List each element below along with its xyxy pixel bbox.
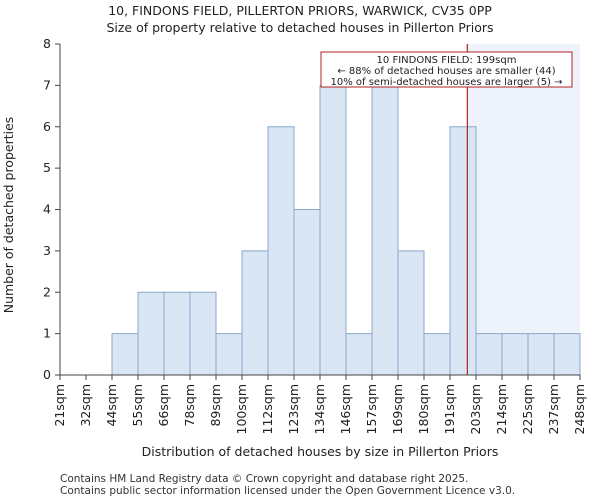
x-tick-label-146sqm: 146sqm (338, 384, 353, 434)
bar-66sqm (163, 291, 191, 376)
bar-78sqm (189, 291, 217, 376)
x-tick-label-66sqm: 66sqm (156, 384, 171, 427)
footer-line-1: Contains HM Land Registry data © Crown c… (60, 473, 469, 485)
chart-subtitle: Size of property relative to detached ho… (106, 20, 493, 35)
x-tick-label-44sqm: 44sqm (104, 384, 119, 427)
x-tick-label-32sqm: 32sqm (78, 384, 93, 427)
bar-180sqm (423, 333, 451, 376)
footer-line-2: Contains public sector information licen… (60, 485, 516, 497)
histogram-chart: 10, FINDONS FIELD, PILLERTON PRIORS, WAR… (1, 3, 587, 459)
y-tick-label-3: 3 (43, 243, 51, 258)
y-tick-label-4: 4 (43, 202, 51, 217)
bar-225sqm (527, 333, 555, 376)
y-tick-label-1: 1 (43, 326, 51, 341)
annotation-line-2: ← 88% of detached houses are smaller (44… (337, 66, 555, 77)
x-tick-label-78sqm: 78sqm (182, 384, 197, 427)
x-tick-label-55sqm: 55sqm (130, 384, 145, 427)
x-tick-label-112sqm: 112sqm (260, 384, 275, 434)
bar-112sqm (267, 126, 295, 376)
bar-123sqm (293, 209, 321, 376)
y-axis-label: Number of detached properties (1, 117, 16, 314)
bar-100sqm (241, 250, 269, 376)
y-tick-label-2: 2 (43, 284, 51, 299)
x-tick-label-214sqm: 214sqm (494, 384, 509, 434)
x-tick-label-237sqm: 237sqm (546, 384, 561, 434)
x-tick-label-169sqm: 169sqm (390, 384, 405, 434)
x-tick-label-225sqm: 225sqm (520, 384, 535, 434)
x-tick-label-134sqm: 134sqm (312, 384, 327, 434)
annotation-box (320, 51, 573, 88)
chart-title: 10, FINDONS FIELD, PILLERTON PRIORS, WAR… (108, 3, 492, 18)
plot-area: 0 1 2 3 4 5 6 7 8 21sqm 32sqm 44sqm 55sqm 66sqm 78sqm 8… (43, 36, 587, 434)
y-tick-label-8: 8 (43, 36, 51, 51)
bar-157sqm (371, 84, 399, 376)
bar-134sqm (319, 84, 347, 376)
bar-44sqm (111, 333, 139, 376)
bar-169sqm (397, 250, 425, 376)
x-tick-label-123sqm: 123sqm (286, 384, 301, 434)
x-tick-label-191sqm: 191sqm (442, 384, 457, 434)
x-axis-label: Distribution of detached houses by size … (142, 444, 499, 459)
y-tick-label-6: 6 (43, 119, 51, 134)
bar-146sqm (345, 333, 373, 376)
y-tick-label-5: 5 (43, 160, 51, 175)
bar-55sqm (137, 291, 165, 376)
annotation-line-3: 10% of semi-detached houses are larger (… (330, 77, 562, 88)
y-tick-label-0: 0 (43, 367, 51, 382)
y-tick-label-7: 7 (43, 77, 51, 92)
x-tick-label-100sqm: 100sqm (234, 384, 249, 434)
highlight-region (467, 44, 580, 375)
x-tick-label-89sqm: 89sqm (208, 384, 223, 427)
bar-203sqm (475, 333, 503, 376)
bar-214sqm (501, 333, 529, 376)
x-tick-label-180sqm: 180sqm (416, 384, 431, 434)
annotation-line-1: 10 FINDONS FIELD: 199sqm (377, 55, 517, 66)
x-tick-label-157sqm: 157sqm (364, 384, 379, 434)
x-tick-label-203sqm: 203sqm (468, 384, 483, 434)
x-tick-label-248sqm: 248sqm (572, 384, 587, 434)
bar-89sqm (215, 333, 243, 376)
bar-237sqm (553, 333, 581, 376)
bar-191sqm (449, 126, 477, 376)
x-tick-label-21sqm: 21sqm (52, 384, 67, 427)
